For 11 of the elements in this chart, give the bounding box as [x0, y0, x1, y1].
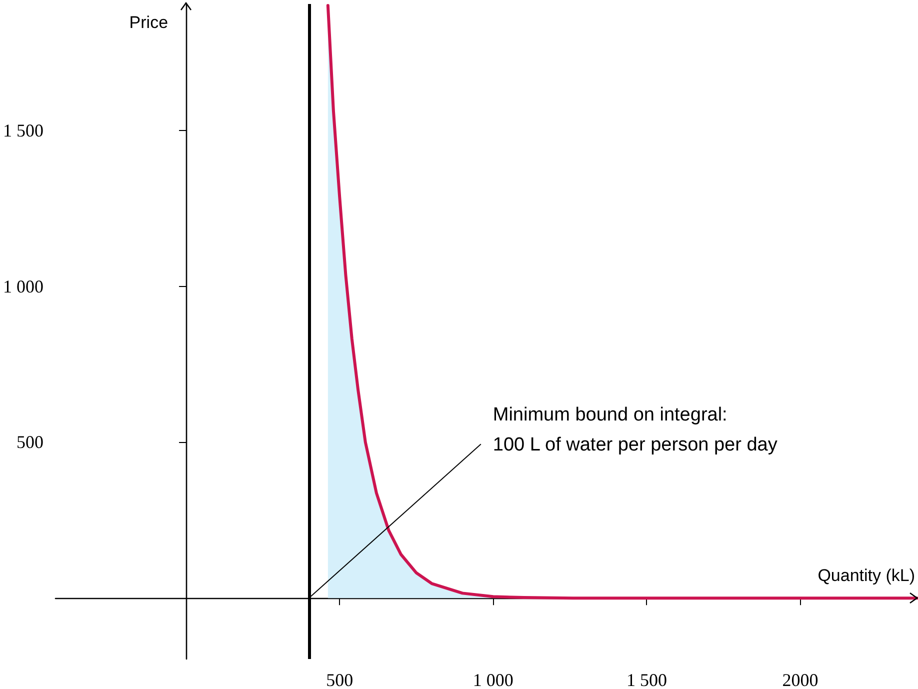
y-tick-label: 1 000 [3, 276, 44, 296]
line-series [326, 4, 918, 600]
y-tick-label: 1 500 [3, 120, 44, 140]
x-tick-label: 1 500 [626, 670, 667, 689]
annotation: Minimum bound on integral: 100 L of water per person per day [492, 404, 778, 456]
x-axis-title: Quantity (kL) [818, 566, 915, 586]
y-tick-label: 500 [16, 432, 44, 452]
x-tick-label: 2000 [782, 670, 818, 689]
x-tick-label: 1 000 [472, 670, 514, 689]
x-tick-label: 500 [326, 670, 354, 689]
y-axis-title: Price [129, 13, 168, 32]
